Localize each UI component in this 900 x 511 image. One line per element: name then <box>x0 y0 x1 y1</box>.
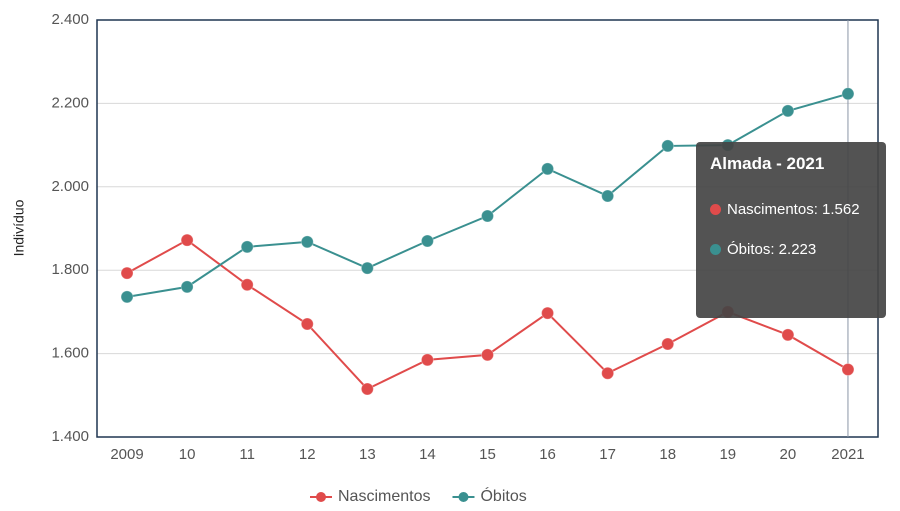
data-point <box>601 366 615 380</box>
y-axis-label: Indivíduo <box>11 199 27 256</box>
legend-marker <box>316 492 326 502</box>
x-tick-label: 13 <box>359 446 376 463</box>
data-point <box>360 382 374 396</box>
data-point <box>240 278 254 292</box>
data-point <box>841 87 855 101</box>
y-tick-label: 1.800 <box>51 261 89 278</box>
y-tick-label: 2.400 <box>51 11 89 28</box>
legend-marker <box>458 492 469 502</box>
tooltip-row: Óbitos: 2.223 <box>710 236 872 264</box>
data-point <box>601 189 615 203</box>
data-point <box>781 104 795 118</box>
x-tick-label: 17 <box>599 446 616 463</box>
data-point <box>120 290 134 304</box>
x-tick-label: 12 <box>299 446 316 463</box>
data-point <box>481 348 494 362</box>
y-tick-label: 2.000 <box>51 178 89 195</box>
data-point <box>240 240 254 254</box>
x-tick-label: 18 <box>659 446 676 463</box>
data-point <box>661 139 675 153</box>
x-tick-label: 2021 <box>831 446 864 463</box>
data-point <box>300 317 314 331</box>
tooltip-marker <box>710 204 721 215</box>
data-point <box>481 209 494 223</box>
legend-label: Nascimentos <box>338 488 430 505</box>
data-point <box>661 337 675 351</box>
data-point <box>541 162 555 176</box>
tooltip-text: Óbitos: 2.223 <box>727 241 817 258</box>
tooltip-marker <box>710 244 721 255</box>
y-tick-label: 1.600 <box>51 345 89 362</box>
data-point <box>420 353 434 367</box>
data-point <box>541 306 555 320</box>
tooltip-row: Nascimentos: 1.562 <box>710 196 872 224</box>
data-point <box>180 233 194 247</box>
x-tick-label: 11 <box>239 446 255 463</box>
legend-label: Óbitos <box>480 486 526 505</box>
x-tick-label: 10 <box>179 446 196 463</box>
tooltip-text: Nascimentos: 1.562 <box>727 201 860 218</box>
tooltip-title: Almada - 2021 <box>710 154 825 173</box>
tooltip: Almada - 2021 Nascimentos: 1.562 Óbitos: … <box>696 142 886 318</box>
x-tick-label: 16 <box>539 446 556 463</box>
data-point <box>781 328 795 342</box>
x-tick-label: 20 <box>780 446 797 463</box>
data-point <box>180 280 194 294</box>
y-tick-label: 2.200 <box>51 94 89 111</box>
x-tick-label: 14 <box>419 446 436 463</box>
data-point <box>360 261 374 275</box>
y-tick-label: 1.400 <box>51 428 89 445</box>
x-tick-label: 15 <box>479 446 496 463</box>
data-point <box>120 266 134 280</box>
x-tick-label: 2009 <box>110 446 143 463</box>
data-point <box>420 234 434 248</box>
data-point <box>300 235 314 249</box>
x-tick-label: 19 <box>719 446 736 463</box>
data-point <box>841 362 855 376</box>
